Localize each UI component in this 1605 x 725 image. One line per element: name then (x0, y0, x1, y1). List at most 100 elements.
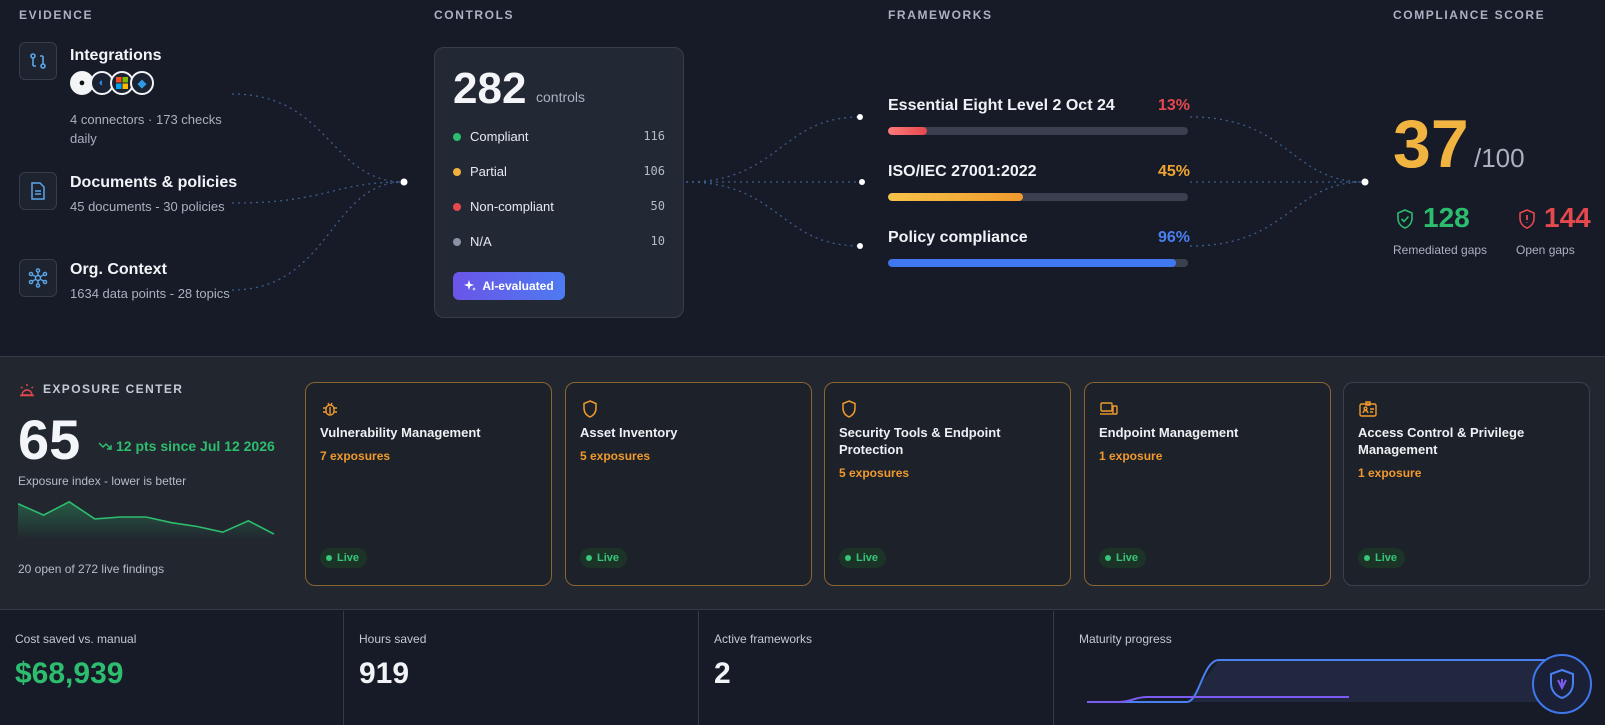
compliance-overview: EVIDENCE CONTROLS FRAMEWORKS COMPLIANCE … (0, 0, 1605, 356)
sparkline-area (18, 501, 274, 540)
maturity-progress-chart (1087, 659, 1549, 703)
framework-iso-27001[interactable]: ISO/IEC 27001:2022 45% (888, 163, 1190, 203)
status-label: Compliant (470, 129, 529, 144)
connector-avatars: ● ◐ ◆ (70, 71, 154, 95)
evidence-title-documents[interactable]: Documents & policies (70, 174, 238, 191)
framework-name: Essential Eight Level 2 Oct 24 (888, 97, 1115, 114)
compliance-score-denominator: /100 (1474, 143, 1525, 173)
stats-bar: Cost saved vs. manual $68,939 Hours save… (0, 611, 1605, 725)
stat-value: 919 (359, 657, 410, 690)
evidence-section-label: EVIDENCE (19, 8, 94, 22)
status-dot (453, 238, 461, 246)
evidence-title-org-context[interactable]: Org. Context (70, 261, 167, 278)
maturity-line-primary (1087, 659, 1549, 703)
stat-value: 2 (714, 657, 731, 690)
shield-icon (842, 400, 856, 418)
framework-progress-fill (888, 127, 927, 135)
framework-percent: 45% (1157, 163, 1190, 180)
live-badge: Live (320, 548, 368, 568)
framework-progress-fill (888, 259, 1176, 267)
card-exposure-count: 7 exposures (320, 449, 391, 463)
controls-row-na: N/A 10 (453, 233, 665, 253)
controls-row-compliant: Compliant 116 (453, 128, 665, 148)
score-section-label: COMPLIANCE SCORE (1393, 8, 1546, 22)
card-exposure-count: 5 exposures (580, 449, 651, 463)
microsoft-icon (110, 71, 134, 95)
stat-active-frameworks: Active frameworks 2 (699, 611, 1054, 725)
status-dot (453, 133, 461, 141)
network-icon (19, 259, 57, 297)
card-title: Endpoint Management (1099, 425, 1239, 440)
status-count: 10 (650, 234, 665, 248)
compliance-score-value: 37 (1393, 106, 1469, 182)
framework-progress-track (888, 259, 1188, 267)
framework-progress-fill (888, 193, 1023, 201)
shield-logo-icon (1550, 668, 1574, 700)
alarm-icon (20, 384, 34, 397)
exposure-card-security-tools[interactable]: Security Tools & Endpoint Protection 5 e… (824, 382, 1071, 586)
exposure-card-vulnerability-management[interactable]: Vulnerability Management 7 exposures Liv… (305, 382, 552, 586)
trend-down-icon (98, 442, 112, 450)
evidence-title-integrations[interactable]: Integrations (70, 47, 162, 64)
stat-label: Active frameworks (714, 632, 813, 646)
exposure-delta: 12 pts since Jul 12 2026 (116, 438, 275, 454)
live-badge: Live (1358, 548, 1406, 568)
ai-evaluated-label: AI-evaluated (482, 279, 554, 293)
exposure-center: EXPOSURE CENTER 65 12 pts since Jul 12 2… (0, 356, 1605, 610)
document-icon (19, 172, 57, 210)
stat-label: Hours saved (359, 632, 427, 646)
open-gaps-label: Open gaps (1516, 243, 1575, 257)
controls-total: 282 (453, 64, 527, 113)
card-title: Access Control & Privilege Management (1358, 425, 1525, 457)
id-badge-icon (1359, 401, 1377, 417)
status-count: 106 (643, 164, 665, 178)
evidence-subtitle-documents: 45 documents - 30 policies (70, 199, 225, 214)
sparkline-line (18, 500, 275, 535)
live-badge: Live (839, 548, 887, 568)
open-gaps-value: 144 (1544, 202, 1591, 233)
controls-row-non-compliant: Non-compliant 50 (453, 198, 665, 218)
framework-essential-eight[interactable]: Essential Eight Level 2 Oct 24 13% (888, 97, 1190, 137)
framework-name: Policy compliance (888, 229, 1028, 246)
controls-unit: controls (536, 89, 586, 105)
ai-evaluated-button[interactable]: AI-evaluated (453, 272, 565, 300)
exposure-card-endpoint-management[interactable]: Endpoint Management 1 exposure Live (1084, 382, 1331, 586)
exposure-center-title: EXPOSURE CENTER (43, 382, 184, 396)
exposure-index-value: 65 (18, 408, 81, 471)
framework-percent: 96% (1157, 229, 1190, 246)
shield-alert-icon (1519, 209, 1535, 229)
status-count: 50 (650, 199, 665, 213)
exposure-card-access-control[interactable]: Access Control & Privilege Management 1 … (1343, 382, 1590, 586)
card-exposure-count: 1 exposure (1358, 466, 1422, 480)
brand-logo[interactable] (1532, 654, 1592, 714)
defender-icon: ◆ (130, 71, 154, 95)
status-dot (453, 203, 461, 211)
stat-label: Maturity progress (1079, 632, 1172, 646)
controls-row-partial: Partial 106 (453, 163, 665, 183)
stat-maturity-progress: Maturity progress (1054, 611, 1605, 725)
remediated-gaps-label: Remediated gaps (1393, 243, 1488, 257)
card-title: Vulnerability Management (320, 425, 481, 440)
exposure-index-caption: Exposure index - lower is better (18, 474, 187, 488)
controls-card[interactable]: 282 controls Compliant 116 Partial 106 N… (434, 47, 684, 318)
exposure-card-asset-inventory[interactable]: Asset Inventory 5 exposures Live (565, 382, 812, 586)
maturity-line-secondary (1087, 696, 1349, 703)
card-title: Asset Inventory (580, 425, 678, 440)
framework-percent: 13% (1157, 97, 1190, 114)
stat-hours-saved: Hours saved 919 (344, 611, 699, 725)
evidence-subtitle-integrations: 4 connectors · 173 checks daily (70, 112, 222, 146)
shield-icon (583, 400, 597, 418)
exposure-sparkline (18, 500, 275, 540)
framework-progress-track (888, 193, 1188, 201)
evidence-subtitle-org-context: 1634 data points - 28 topics (70, 286, 230, 301)
live-badge: Live (1099, 548, 1147, 568)
bug-icon (323, 402, 337, 416)
integrations-icon (19, 42, 57, 80)
live-badge: Live (580, 548, 628, 568)
card-exposure-count: 1 exposure (1099, 449, 1163, 463)
status-count: 116 (643, 129, 665, 143)
framework-progress-track (888, 127, 1188, 135)
devices-icon (1100, 402, 1118, 415)
framework-policy-compliance[interactable]: Policy compliance 96% (888, 229, 1190, 269)
stat-value: $68,939 (15, 657, 124, 690)
